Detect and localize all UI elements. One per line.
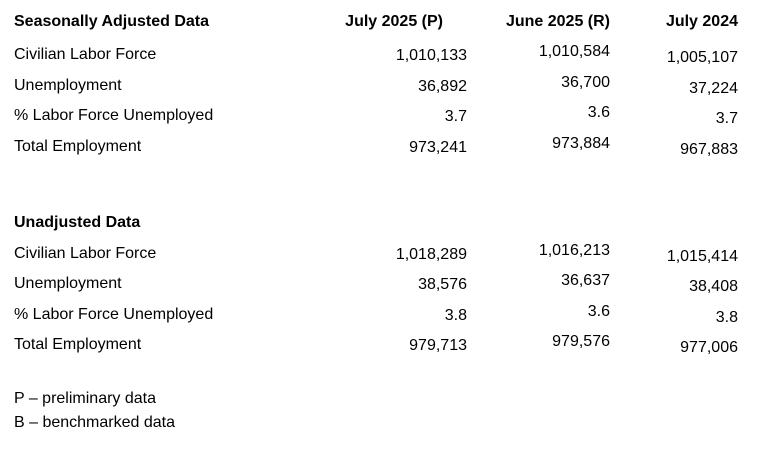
value-cell: 3.7 <box>715 110 738 128</box>
labor-stats-table: Seasonally Adjusted Data July 2025 (P) J… <box>14 4 738 361</box>
table-header-row: Seasonally Adjusted Data July 2025 (P) J… <box>14 4 738 40</box>
value-cell: 36,637 <box>561 272 610 290</box>
section-title-unadjusted: Unadjusted Data <box>14 214 141 232</box>
value-cell: 36,892 <box>418 77 467 95</box>
footnotes: P – preliminary data B – benchmarked dat… <box>14 387 770 436</box>
footnote-benchmarked: B – benchmarked data <box>14 414 175 431</box>
value-cell: 1,005,107 <box>666 49 738 67</box>
row-label-unemployment: Unemployment <box>14 76 122 94</box>
col-header-july-2024: July 2024 <box>665 13 738 30</box>
table-row: Civilian Labor Force 1,018,289 1,016,213… <box>14 239 738 270</box>
footnote-preliminary: P – preliminary data <box>14 389 156 407</box>
section-spacer <box>14 162 738 208</box>
col-header-july-2025-p: July 2025 (P) <box>345 13 443 30</box>
row-label-total-employment: Total Employment <box>14 137 142 155</box>
value-cell: 973,241 <box>409 138 467 156</box>
row-label-unemployment: Unemployment <box>14 275 122 293</box>
value-cell: 38,576 <box>418 276 467 294</box>
table-row: Unemployment 36,892 36,700 37,224 <box>14 71 738 102</box>
col-header-june-2025-r: June 2025 (R) <box>505 13 610 30</box>
value-cell: 1,018,289 <box>395 245 467 263</box>
row-label-total-employment: Total Employment <box>14 336 142 354</box>
value-cell: 1,010,133 <box>395 47 467 65</box>
table-row: Total Employment 979,713 979,576 977,006 <box>14 330 738 361</box>
empty-cell <box>610 208 738 239</box>
value-cell: 1,015,414 <box>666 247 738 265</box>
value-cell: 1,016,213 <box>538 241 610 259</box>
row-label-civilian-labor-force: Civilian Labor Force <box>14 244 157 262</box>
table-section-row: Unadjusted Data <box>14 208 738 239</box>
value-cell: 3.6 <box>587 302 610 320</box>
value-cell: 36,700 <box>561 73 610 91</box>
table-row: Civilian Labor Force 1,010,133 1,010,584… <box>14 40 738 71</box>
table-row: Unemployment 38,576 36,637 38,408 <box>14 269 738 300</box>
section-title-seasonally-adjusted: Seasonally Adjusted Data <box>14 13 210 30</box>
value-cell: 1,010,584 <box>538 43 610 61</box>
empty-cell <box>330 208 467 239</box>
value-cell: 3.6 <box>587 104 610 122</box>
value-cell: 3.8 <box>715 308 738 326</box>
empty-cell <box>467 208 610 239</box>
value-cell: 967,883 <box>680 140 738 158</box>
value-cell: 37,224 <box>689 79 738 97</box>
row-label-civilian-labor-force: Civilian Labor Force <box>14 46 157 64</box>
value-cell: 977,006 <box>680 339 738 357</box>
table-row: Total Employment 973,241 973,884 967,883 <box>14 132 738 163</box>
value-cell: 973,884 <box>552 134 610 152</box>
row-label-pct-labor-force-unemployed: % Labor Force Unemployed <box>14 305 214 323</box>
value-cell: 979,576 <box>552 333 610 351</box>
row-label-pct-labor-force-unemployed: % Labor Force Unemployed <box>14 107 214 125</box>
value-cell: 3.7 <box>444 108 467 126</box>
value-cell: 3.8 <box>444 306 467 324</box>
table-row: % Labor Force Unemployed 3.8 3.6 3.8 <box>14 300 738 331</box>
value-cell: 38,408 <box>689 278 738 296</box>
table-row: % Labor Force Unemployed 3.7 3.6 3.7 <box>14 101 738 132</box>
value-cell: 979,713 <box>409 337 467 355</box>
